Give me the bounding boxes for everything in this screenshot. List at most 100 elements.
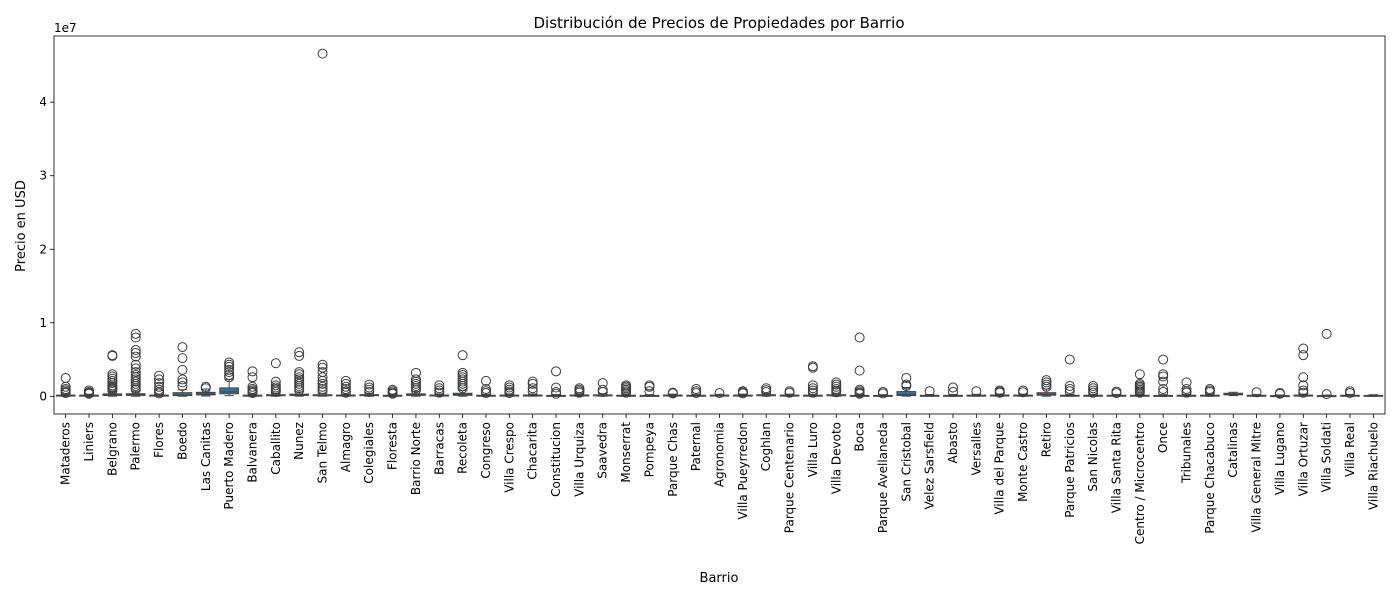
x-tick-label: Villa Lugano bbox=[1273, 422, 1287, 495]
outlier-point bbox=[457, 350, 468, 361]
outlier-point bbox=[317, 375, 328, 386]
outlier-point bbox=[224, 367, 235, 378]
x-tick-label: Versalles bbox=[969, 422, 983, 476]
outlier-point bbox=[854, 388, 865, 399]
outlier-point bbox=[457, 378, 468, 389]
outlier-point bbox=[177, 353, 188, 364]
x-tick-label: Boca bbox=[853, 422, 867, 452]
outlier-point bbox=[1158, 386, 1169, 397]
x-tick-label: Catalinas bbox=[1226, 422, 1240, 478]
outlier-point bbox=[644, 381, 655, 392]
box bbox=[219, 387, 239, 395]
outlier-point bbox=[971, 386, 982, 397]
x-tick-label: Paternal bbox=[689, 422, 703, 471]
outlier-point bbox=[224, 370, 235, 381]
x-tick-label: Tribunales bbox=[1180, 422, 1194, 484]
outlier-point bbox=[177, 381, 188, 392]
x-tick-label: Liniers bbox=[82, 422, 96, 462]
outlier-point bbox=[457, 383, 468, 394]
outlier-point bbox=[807, 380, 818, 391]
outlier-point bbox=[457, 376, 468, 387]
outlier-point bbox=[364, 382, 375, 393]
outlier-point bbox=[130, 367, 141, 378]
outlier-point bbox=[504, 380, 515, 391]
x-tick-label: Once bbox=[1156, 422, 1170, 453]
outlier-point bbox=[130, 376, 141, 387]
outlier-point bbox=[1088, 387, 1099, 398]
y-tick-label: 3 bbox=[39, 169, 47, 183]
outlier-point bbox=[807, 385, 818, 396]
outlier-point bbox=[1321, 389, 1332, 400]
outlier-point bbox=[1088, 385, 1099, 396]
outlier-point bbox=[1018, 387, 1029, 398]
outlier-point bbox=[1158, 371, 1169, 382]
x-tick-label: Congreso bbox=[479, 422, 493, 479]
outlier-point bbox=[224, 372, 235, 383]
outlier-point bbox=[60, 381, 71, 392]
x-tick-label: Villa Crespo bbox=[502, 422, 516, 493]
outlier-point bbox=[84, 388, 95, 399]
x-tick-label: Coghlan bbox=[759, 422, 773, 471]
y-axis-offset-label: 1e7 bbox=[54, 21, 77, 35]
outlier-point bbox=[784, 387, 795, 398]
outlier-point bbox=[551, 382, 562, 393]
outlier-point bbox=[527, 376, 538, 387]
outlier-point bbox=[831, 377, 842, 388]
x-tick-label: Chacarita bbox=[526, 422, 540, 480]
outlier-point bbox=[364, 386, 375, 397]
x-tick-label: Colegiales bbox=[362, 422, 376, 484]
outlier-point bbox=[1041, 379, 1052, 390]
outlier-point bbox=[317, 372, 328, 383]
outlier-point bbox=[224, 359, 235, 370]
x-tick-label: Villa Urquiza bbox=[572, 422, 586, 497]
outlier-point bbox=[1321, 328, 1332, 339]
outlier-point bbox=[597, 386, 608, 397]
outlier-point bbox=[831, 381, 842, 392]
outlier-point bbox=[1298, 350, 1309, 361]
outlier-point bbox=[154, 381, 165, 392]
outlier-point bbox=[551, 366, 562, 377]
x-tick-label: Barrio Norte bbox=[409, 422, 423, 495]
x-tick-label: Villa Soldati bbox=[1320, 422, 1334, 492]
outlier-point bbox=[224, 361, 235, 372]
outlier-point bbox=[1064, 381, 1075, 392]
x-tick-label: Puerto Madero bbox=[222, 422, 236, 510]
outlier-point bbox=[551, 388, 562, 399]
x-tick-label: Parque Patricios bbox=[1063, 422, 1077, 518]
outlier-point bbox=[317, 362, 328, 373]
outlier-point bbox=[434, 385, 445, 396]
outlier-point bbox=[177, 342, 188, 353]
x-tick-label: Mataderos bbox=[59, 422, 73, 485]
outlier-point bbox=[1298, 343, 1309, 354]
outlier-point bbox=[130, 378, 141, 389]
x-tick-label: Nunez bbox=[292, 422, 306, 460]
outlier-point bbox=[364, 384, 375, 395]
outlier-point bbox=[877, 388, 888, 399]
outlier-point bbox=[130, 347, 141, 358]
outlier-point bbox=[574, 387, 585, 398]
y-tick-label: 1 bbox=[39, 316, 47, 330]
outlier-point bbox=[434, 383, 445, 394]
x-tick-label: San Telmo bbox=[316, 422, 330, 483]
outlier-point bbox=[177, 377, 188, 388]
outlier-point bbox=[130, 332, 141, 343]
x-tick-label: Floresta bbox=[386, 422, 400, 470]
outlier-point bbox=[340, 375, 351, 386]
x-tick-label: Villa del Parque bbox=[993, 422, 1007, 515]
outlier-point bbox=[807, 362, 818, 373]
x-tick-label: Villa Luro bbox=[806, 422, 820, 477]
outlier-point bbox=[527, 378, 538, 389]
outlier-point bbox=[107, 378, 118, 389]
outlier-point bbox=[270, 380, 281, 391]
outlier-point bbox=[1111, 388, 1122, 399]
outlier-point bbox=[1134, 369, 1145, 380]
outlier-point bbox=[294, 369, 305, 380]
outlier-point bbox=[1134, 387, 1145, 398]
outlier-point bbox=[1158, 376, 1169, 387]
outlier-point bbox=[831, 387, 842, 398]
outlier-point bbox=[1064, 386, 1075, 397]
outlier-point bbox=[317, 48, 328, 59]
outlier-point bbox=[994, 387, 1005, 398]
outlier-point bbox=[317, 386, 328, 397]
